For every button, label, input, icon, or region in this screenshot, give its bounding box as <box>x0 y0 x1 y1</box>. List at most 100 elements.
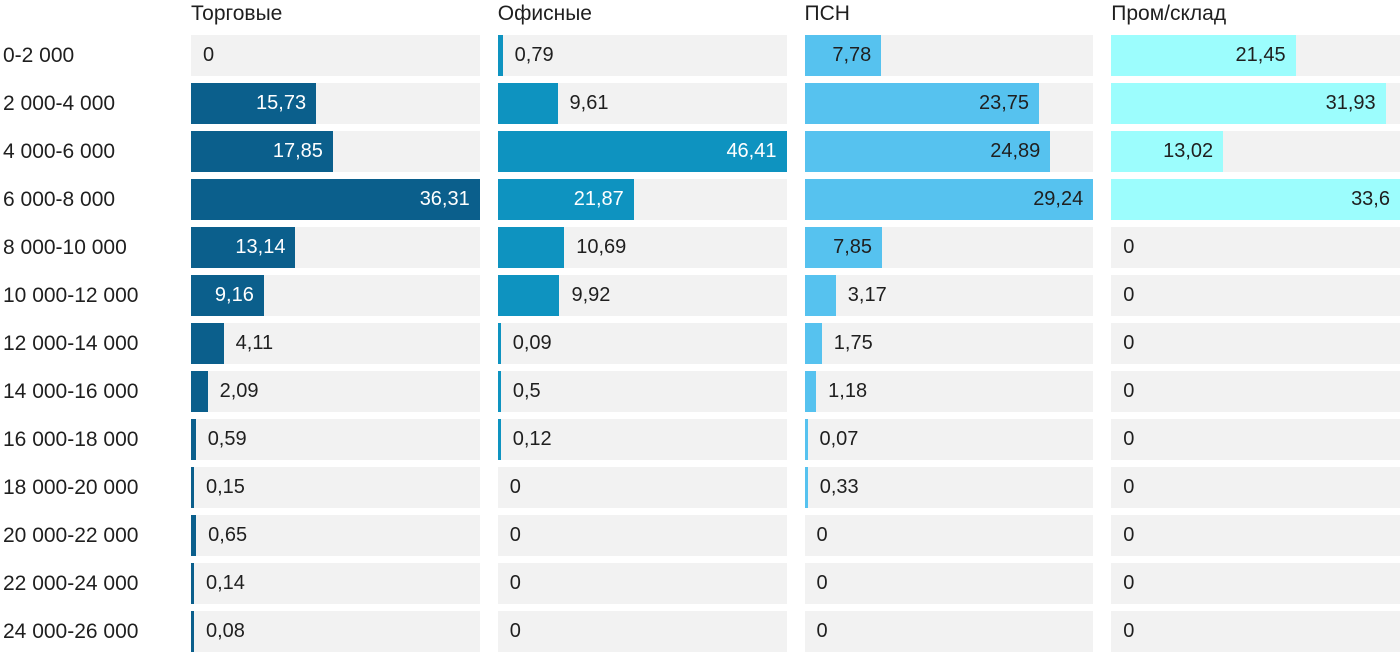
value-label: 0 <box>509 620 521 642</box>
bar-segment <box>191 467 194 508</box>
bar-segment <box>497 323 501 364</box>
row-label: 6 000-8 000 <box>3 187 116 211</box>
chart-row: 10 000-12 000 9,16 9,92 3,17 0 <box>0 275 1400 316</box>
bar-track: 13,02 <box>1111 131 1400 172</box>
bar-track: 0 <box>1111 371 1400 412</box>
value-label: 0 <box>509 476 521 498</box>
value-label: 0 <box>1123 380 1135 402</box>
value-label: 21,45 <box>1235 44 1286 66</box>
row-label: 8 000-10 000 <box>3 235 127 259</box>
bar-track: 0 <box>191 35 480 76</box>
bar-track: 4,11 <box>191 323 480 364</box>
value-label: 0,15 <box>206 476 245 498</box>
bar-track: 0 <box>497 467 787 508</box>
bar-track: 0 <box>497 515 787 556</box>
bar-track: 0 <box>804 563 1094 604</box>
row-label: 12 000-14 000 <box>3 331 139 355</box>
column-header-4: Пром/склад <box>1111 2 1227 25</box>
bar-segment: 7,85 <box>804 227 883 268</box>
bar-segment: 13,14 <box>191 227 296 268</box>
bar-segment <box>497 275 560 316</box>
value-label: 0,65 <box>208 524 248 546</box>
bar-segment: 33,6 <box>1111 179 1400 220</box>
bar-segment <box>804 323 822 364</box>
bar-track: 7,85 <box>804 227 1094 268</box>
bar-track: 0,33 <box>804 467 1094 508</box>
value-label: 0,14 <box>206 572 245 594</box>
row-label: 24 000-26 000 <box>3 619 139 643</box>
bar-track: 0,12 <box>497 419 787 460</box>
value-label: 29,24 <box>1033 188 1084 210</box>
row-label: 18 000-20 000 <box>3 475 139 499</box>
chart-row: 2 000-4 000 15,73 9,61 23,75 31,93 <box>0 83 1400 124</box>
value-label: 9,92 <box>571 284 611 306</box>
bar-track: 21,45 <box>1111 35 1400 76</box>
value-label: 13,02 <box>1163 140 1214 162</box>
chart-row: 0-2 000 0 0,79 7,78 21,45 <box>0 35 1400 76</box>
row-label: 0-2 000 <box>3 43 75 67</box>
column-header-2: Офисные <box>497 2 592 25</box>
bar-track: 0 <box>1111 467 1400 508</box>
bar-track: 0 <box>804 515 1094 556</box>
bar-segment: 21,45 <box>1111 35 1296 76</box>
value-label: 7,78 <box>832 44 872 66</box>
value-label: 36,31 <box>419 188 470 210</box>
bar-segment: 29,24 <box>804 179 1094 220</box>
bar-track: 0,09 <box>497 323 787 364</box>
bar-segment: 24,89 <box>804 131 1051 172</box>
bar-track: 0 <box>1111 515 1400 556</box>
bar-track: 0,14 <box>191 563 480 604</box>
bar-track: 15,73 <box>191 83 480 124</box>
value-label: 1,75 <box>833 332 873 354</box>
value-label: 17,85 <box>272 140 323 162</box>
value-label: 0 <box>1123 284 1135 306</box>
bar-track: 0 <box>497 563 787 604</box>
value-label: 24,89 <box>990 140 1041 162</box>
bar-segment: 23,75 <box>804 83 1040 124</box>
bar-segment <box>497 227 565 268</box>
bar-track: 0,65 <box>191 515 480 556</box>
value-label: 7,85 <box>833 236 873 258</box>
value-label: 0 <box>509 572 521 594</box>
bar-track: 0 <box>1111 563 1400 604</box>
column-header-3: ПСН <box>804 2 850 25</box>
value-label: 9,16 <box>214 284 254 306</box>
value-label: 15,73 <box>256 92 307 114</box>
bar-track: 10,69 <box>497 227 787 268</box>
chart-row: 12 000-14 000 4,11 0,09 1,75 0 <box>0 323 1400 364</box>
bar-segment: 7,78 <box>804 35 882 76</box>
bar-segment: 9,16 <box>191 275 264 316</box>
value-label: 0 <box>816 620 828 642</box>
bar-track: 7,78 <box>804 35 1094 76</box>
value-label: 2,09 <box>219 380 259 402</box>
value-label: 0 <box>1123 572 1135 594</box>
value-label: 9,61 <box>569 92 609 114</box>
bar-segment: 13,02 <box>1111 131 1224 172</box>
bar-track: 0 <box>497 611 787 652</box>
bar-track: 24,89 <box>804 131 1094 172</box>
value-label: 0 <box>816 572 828 594</box>
value-label: 0 <box>1123 236 1135 258</box>
value-label: 0 <box>1123 524 1135 546</box>
value-label: 0 <box>1123 428 1135 450</box>
bar-track: 0,07 <box>804 419 1094 460</box>
bar-track: 0 <box>1111 611 1400 652</box>
bar-track: 2,09 <box>191 371 480 412</box>
bar-segment: 36,31 <box>191 179 480 220</box>
value-label: 0,5 <box>512 380 541 402</box>
bar-segment: 15,73 <box>191 83 317 124</box>
value-label: 0 <box>1123 332 1135 354</box>
row-label: 10 000-12 000 <box>3 283 139 307</box>
bar-segment <box>191 563 194 604</box>
bar-track: 0,79 <box>497 35 787 76</box>
row-label: 4 000-6 000 <box>3 139 116 163</box>
row-label: 2 000-4 000 <box>3 91 116 115</box>
bar-segment <box>497 35 503 76</box>
bar-segment <box>497 419 501 460</box>
bar-track: 0,15 <box>191 467 480 508</box>
bar-track: 0,08 <box>191 611 480 652</box>
column-header-1: Торговые <box>191 2 283 25</box>
bar-segment <box>804 275 836 316</box>
bar-track: 13,14 <box>191 227 480 268</box>
